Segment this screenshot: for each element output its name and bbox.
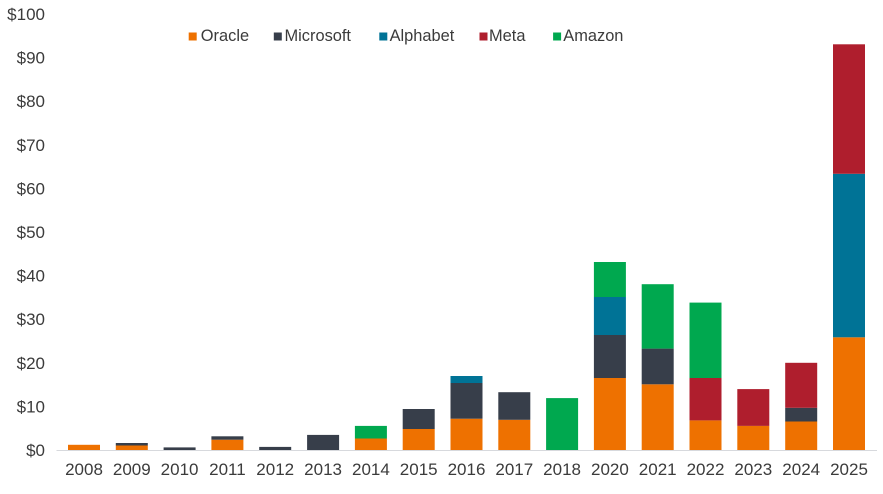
svg-text:2012: 2012 <box>256 460 294 479</box>
svg-text:Meta: Meta <box>489 27 526 45</box>
svg-text:$100: $100 <box>7 5 45 24</box>
svg-text:2009: 2009 <box>113 460 151 479</box>
svg-text:2025: 2025 <box>830 460 868 479</box>
svg-text:2017: 2017 <box>495 460 533 479</box>
svg-text:2010: 2010 <box>161 460 199 479</box>
svg-text:2013: 2013 <box>304 460 342 479</box>
svg-text:2018: 2018 <box>543 460 581 479</box>
svg-text:2016: 2016 <box>448 460 486 479</box>
svg-text:$70: $70 <box>17 136 45 155</box>
svg-text:$60: $60 <box>17 179 45 198</box>
svg-text:$90: $90 <box>17 49 45 68</box>
svg-text:2015: 2015 <box>400 460 438 479</box>
svg-text:2014: 2014 <box>352 460 390 479</box>
svg-text:2020: 2020 <box>591 460 629 479</box>
svg-text:$80: $80 <box>17 92 45 111</box>
svg-text:$10: $10 <box>17 397 45 416</box>
svg-text:Microsoft: Microsoft <box>285 27 352 45</box>
svg-text:2024: 2024 <box>782 460 820 479</box>
svg-text:2022: 2022 <box>687 460 725 479</box>
svg-text:$50: $50 <box>17 223 45 242</box>
svg-text:$0: $0 <box>26 441 45 460</box>
svg-text:$30: $30 <box>17 310 45 329</box>
svg-text:$20: $20 <box>17 354 45 373</box>
svg-text:2011: 2011 <box>209 460 246 479</box>
svg-text:2021: 2021 <box>639 460 677 479</box>
svg-text:$40: $40 <box>17 267 45 286</box>
svg-text:Alphabet: Alphabet <box>390 27 455 45</box>
svg-text:2008: 2008 <box>65 460 103 479</box>
svg-text:Oracle: Oracle <box>201 27 249 45</box>
svg-text:2023: 2023 <box>734 460 772 479</box>
svg-text:Amazon: Amazon <box>563 27 623 45</box>
